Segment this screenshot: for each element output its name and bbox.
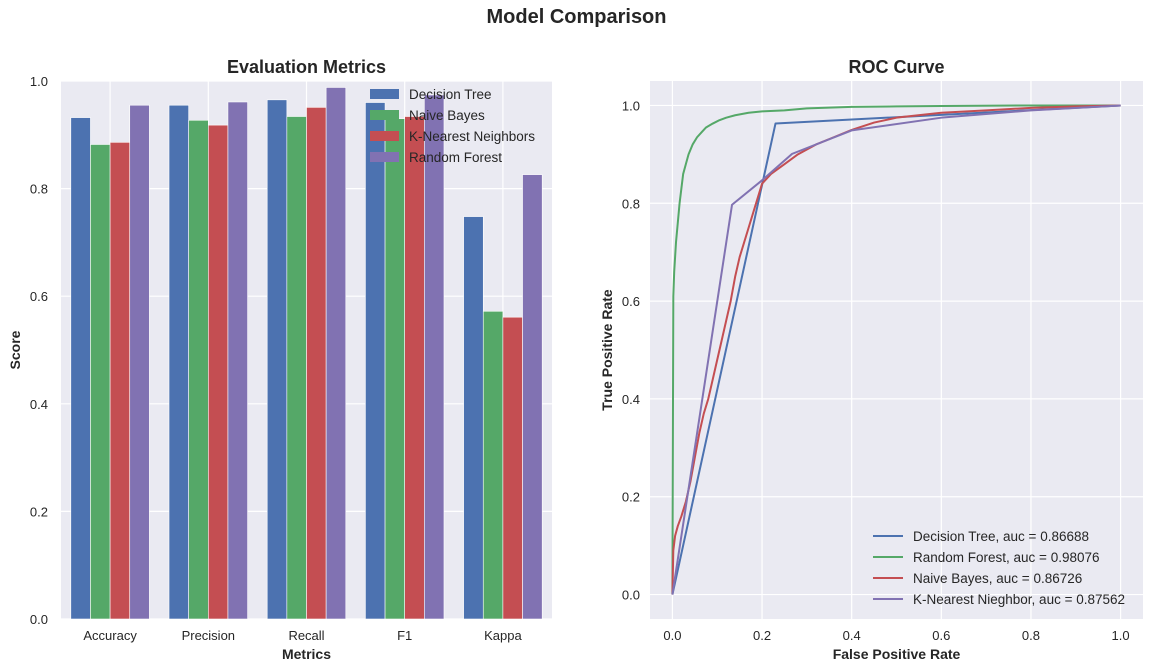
bar-legend-swatch xyxy=(370,110,399,120)
roc-curve xyxy=(671,104,1121,595)
bar xyxy=(266,99,288,620)
roc-legend-label: Decision Tree, auc = 0.86688 xyxy=(913,529,1089,544)
bar xyxy=(208,124,229,620)
roc-plot-area xyxy=(650,81,1143,619)
roc-xtick-label: 0.6 xyxy=(932,628,950,643)
bar xyxy=(90,144,111,620)
bar-chart-title: Evaluation Metrics xyxy=(227,57,386,77)
bar-ytick-label: 0.8 xyxy=(30,182,48,197)
bar xyxy=(404,116,425,620)
bar-y-axis-label: Score xyxy=(7,330,23,369)
bar xyxy=(168,104,189,620)
bar xyxy=(365,102,386,620)
figure-title: Model Comparison xyxy=(486,6,667,28)
roc-legend-label: Naive Bayes, auc = 0.86726 xyxy=(913,571,1082,586)
roc-xtick-label: 0.2 xyxy=(753,628,771,643)
bar-legend-label: Naive Bayes xyxy=(409,108,485,123)
bar-x-axis-label: Metrics xyxy=(282,646,331,662)
roc-ytick-label: 0.8 xyxy=(622,196,640,211)
bar-legend-swatch xyxy=(370,89,399,99)
bar-xtick-label: Kappa xyxy=(484,628,522,643)
roc-ytick-label: 1.0 xyxy=(622,98,640,113)
bar-ytick-label: 1.0 xyxy=(30,74,48,89)
bar xyxy=(227,101,248,620)
roc-xtick-label: 0.4 xyxy=(843,628,861,643)
roc-xtick-label: 0.0 xyxy=(663,628,681,643)
roc-curve xyxy=(671,104,1121,595)
bar-xtick-label: Recall xyxy=(288,628,324,643)
bar xyxy=(70,117,91,620)
bar xyxy=(306,107,327,620)
bar-xtick-label: Precision xyxy=(182,628,235,643)
roc-legend-label: K-Nearest Nieghbor, auc = 0.87562 xyxy=(913,592,1125,607)
bar xyxy=(188,119,209,620)
bar xyxy=(424,94,445,620)
bar xyxy=(109,142,131,620)
roc-ytick-label: 0.6 xyxy=(622,294,640,309)
roc-ytick-label: 0.4 xyxy=(622,392,640,407)
bar xyxy=(129,104,150,620)
bar-legend-label: Decision Tree xyxy=(409,87,492,102)
bar xyxy=(384,118,405,620)
bar-legend-label: K-Nearest Neighbors xyxy=(409,129,535,144)
bar xyxy=(482,310,504,620)
bar-legend-swatch xyxy=(370,152,399,162)
bar xyxy=(325,87,347,620)
bar-ytick-label: 0.0 xyxy=(30,612,48,627)
roc-ytick-label: 0.0 xyxy=(622,588,640,603)
roc-xtick-label: 0.8 xyxy=(1022,628,1040,643)
bar xyxy=(522,174,543,620)
roc-x-axis-label: False Positive Rate xyxy=(833,646,961,662)
roc-chart-title: ROC Curve xyxy=(848,57,944,77)
bar xyxy=(463,216,484,620)
bar xyxy=(286,116,307,620)
bar-ytick-label: 0.6 xyxy=(30,289,48,304)
bar-ytick-label: 0.2 xyxy=(30,504,48,519)
roc-legend-label: Random Forest, auc = 0.98076 xyxy=(913,550,1100,565)
roc-xtick-label: 1.0 xyxy=(1112,628,1130,643)
bar-xtick-label: Accuracy xyxy=(83,628,137,643)
bar xyxy=(502,316,523,620)
roc-ytick-label: 0.2 xyxy=(622,490,640,505)
bar-xtick-label: F1 xyxy=(397,628,412,643)
bar-legend-label: Random Forest xyxy=(409,150,502,165)
bar-legend-swatch xyxy=(370,131,399,141)
bar-ytick-label: 0.4 xyxy=(30,397,48,412)
roc-y-axis-label: True Positive Rate xyxy=(599,289,615,411)
